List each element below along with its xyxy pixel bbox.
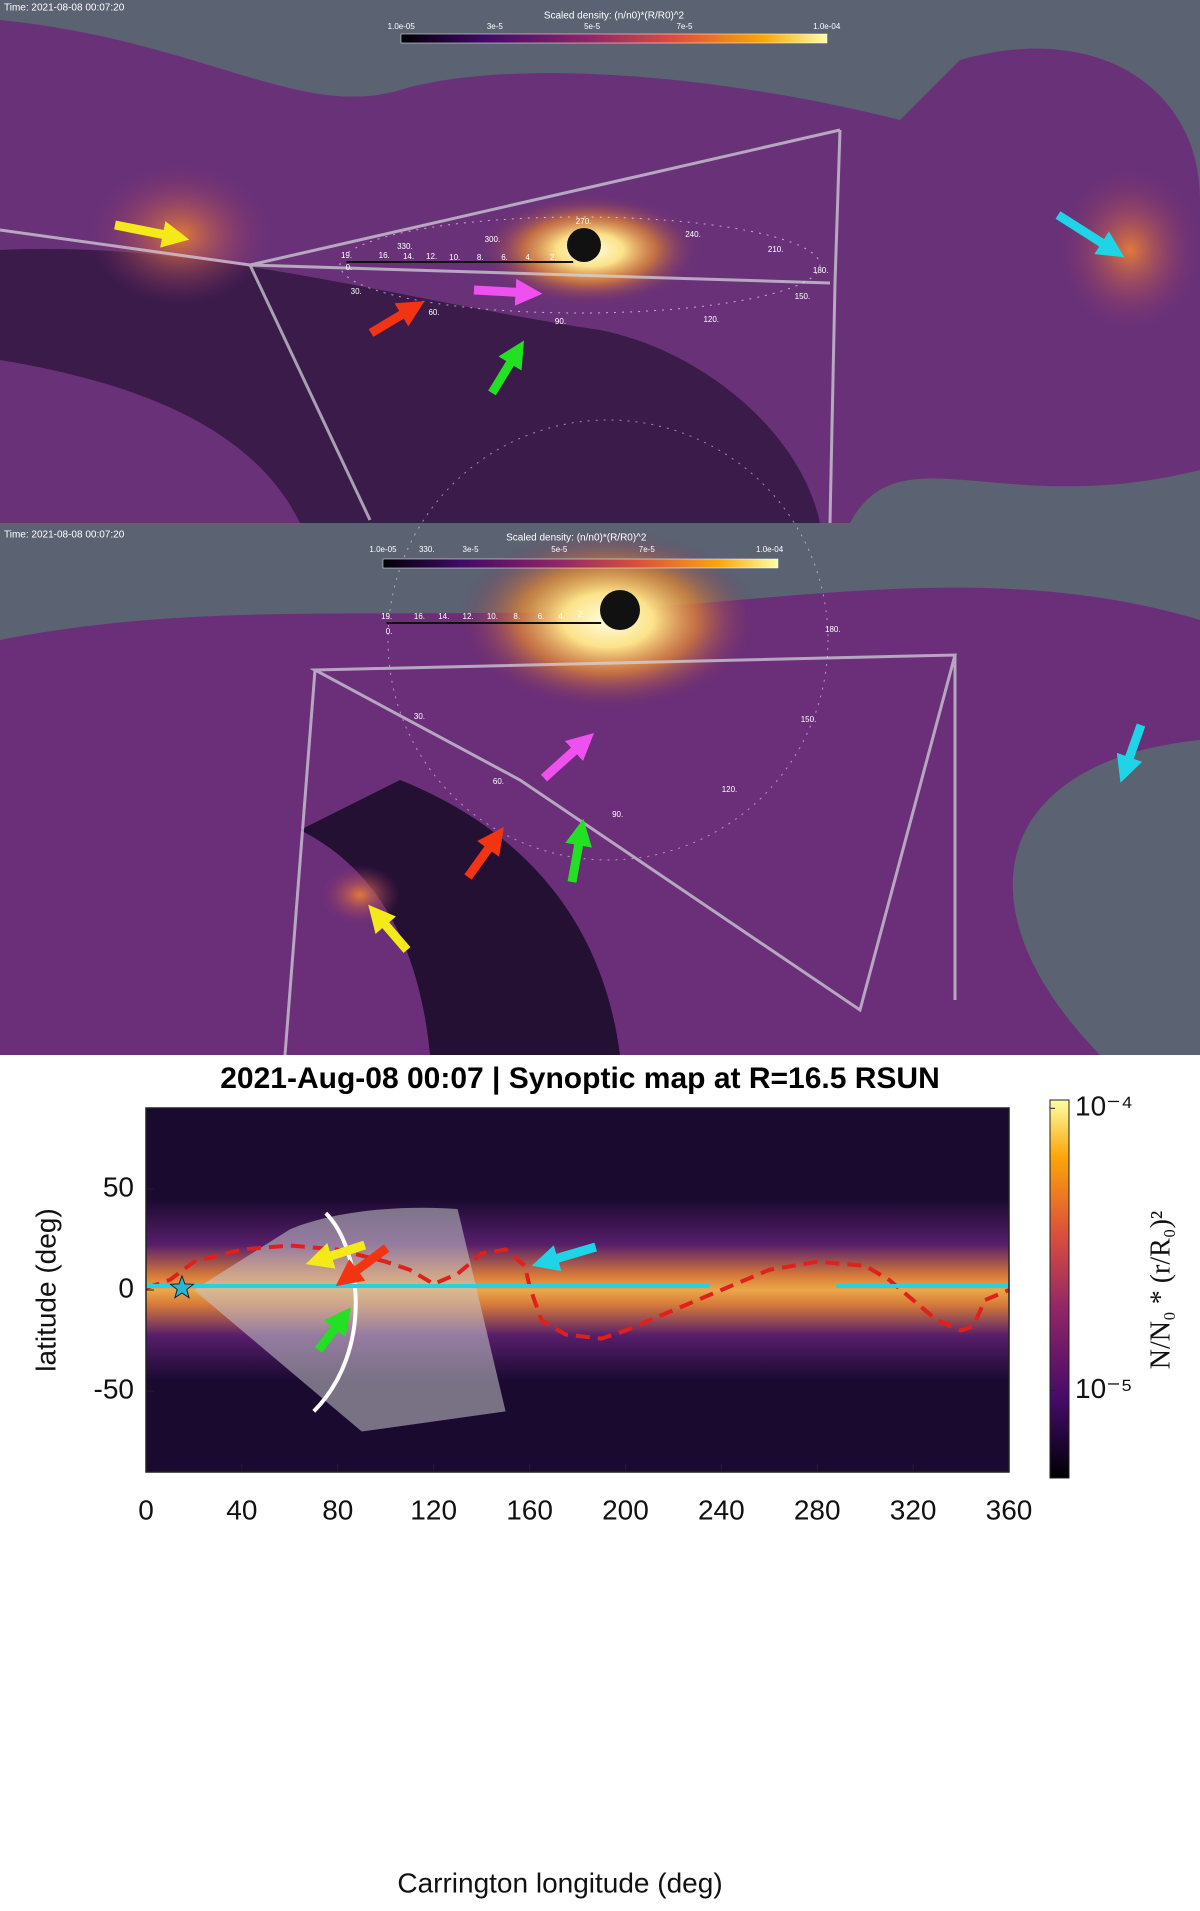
radius-label: 8. <box>513 612 520 621</box>
radius-label: 2. <box>578 610 585 619</box>
angle-label: 210. <box>768 245 784 254</box>
arrow <box>305 1240 367 1269</box>
angle-label: 60. <box>428 308 439 317</box>
radius-label: 19. <box>381 612 392 621</box>
x-tick-label: 160 <box>506 1494 553 1525</box>
angle-label: 120. <box>703 315 719 324</box>
y-tick-label: -50 <box>94 1374 134 1405</box>
radius-label: 14. <box>403 252 414 261</box>
x-tick-label: 240 <box>698 1494 745 1525</box>
x-tick-label: 200 <box>602 1494 649 1525</box>
map-title: 2021-Aug-08 00:07 | Synoptic map at R=16… <box>220 1062 940 1095</box>
radius-label: 4. <box>526 253 533 262</box>
radius-label: 12. <box>426 252 437 261</box>
colorbar-tick-label: 7e-5 <box>639 545 656 554</box>
x-tick-label: 320 <box>890 1494 937 1525</box>
radius-label: 16. <box>414 612 425 621</box>
colorbar-tick-label: 3e-5 <box>487 22 504 31</box>
radius-label: 14. <box>438 612 449 621</box>
radius-label: 19. <box>341 251 352 260</box>
colorbar-tick-label: 1.0e-05 <box>388 22 416 31</box>
y-tick-label: 0 <box>118 1272 134 1303</box>
radius-label: 2. <box>550 253 557 262</box>
x-axis-label: Carrington longitude (deg) <box>397 1867 722 1898</box>
radius-label: 4. <box>558 612 565 621</box>
time-label: Time: 2021-08-08 00:07:20 <box>4 3 125 14</box>
angle-label: 0. <box>386 627 393 636</box>
angle-label: 180. <box>813 266 829 275</box>
arrow <box>335 1244 390 1287</box>
x-tick-label: 120 <box>410 1494 457 1525</box>
colorbar-tick-label: 1.0e-04 <box>813 22 841 31</box>
colorbar-tick-label: 1.0e-04 <box>756 545 784 554</box>
colorbar-tick-label: 1.0e-05 <box>369 545 397 554</box>
arrow <box>314 1307 352 1353</box>
star-marker <box>169 1274 195 1299</box>
angle-label: 270. <box>576 217 592 226</box>
angle-label: 300. <box>485 235 501 244</box>
colorbar-title: Scaled density: (n/n0)*(R/R0)^2 <box>544 11 685 22</box>
colorbar-tick-label: 10⁻⁴ <box>1075 1091 1133 1122</box>
angle-label: 30. <box>414 712 425 721</box>
angle-label: 0. <box>346 263 353 272</box>
colorbar-tick-label: 10⁻⁵ <box>1075 1373 1133 1404</box>
colorbar <box>1049 1099 1070 1479</box>
radius-label: 16. <box>379 251 390 260</box>
colorbar-label: N/N₀ * (r/R₀)² <box>1145 1211 1176 1370</box>
colorbar-tick-label: 3e-5 <box>463 545 480 554</box>
x-tick-label: 360 <box>986 1494 1033 1525</box>
angle-label: 240. <box>685 230 701 239</box>
x-tick-label: 40 <box>226 1494 257 1525</box>
radius-label: 12. <box>463 612 474 621</box>
angle-label: 330. <box>397 242 413 251</box>
radius-label: 10. <box>487 612 498 621</box>
x-tick-label: 280 <box>794 1494 841 1525</box>
time-label: Time: 2021-08-08 00:07:20 <box>4 530 125 541</box>
colorbar-tick-label: 7e-5 <box>676 22 693 31</box>
angle-label: 90. <box>612 810 623 819</box>
y-tick-label: 50 <box>103 1171 134 1202</box>
colorbar-tick-label: 5e-5 <box>551 545 568 554</box>
x-tick-label: 0 <box>138 1494 154 1525</box>
arrow <box>531 1242 598 1272</box>
render-panel-2 <box>0 419 1200 1056</box>
angle-label: 150. <box>801 715 817 724</box>
render-panel-1 <box>0 0 1200 524</box>
y-axis-label: latitude (deg) <box>30 1208 61 1371</box>
angle-label: 90. <box>555 317 566 326</box>
angle-label: 120. <box>722 785 738 794</box>
radius-label: 6. <box>501 253 508 262</box>
radius-label: 8. <box>477 253 484 262</box>
map-arrows <box>305 1240 598 1353</box>
colorbar-title: Scaled density: (n/n0)*(R/R0)^2 <box>506 533 647 544</box>
angle-label: 150. <box>795 292 811 301</box>
fov-arc <box>312 1211 358 1413</box>
angle-label: 330. <box>419 545 435 554</box>
angle-label: 180. <box>825 625 841 634</box>
x-tick-label: 80 <box>322 1494 353 1525</box>
colorbar-tick-label: 5e-5 <box>584 22 601 31</box>
angle-label: 30. <box>351 287 362 296</box>
angle-label: 60. <box>493 777 504 786</box>
radius-label: 6. <box>538 612 545 621</box>
radius-label: 10. <box>449 253 460 262</box>
